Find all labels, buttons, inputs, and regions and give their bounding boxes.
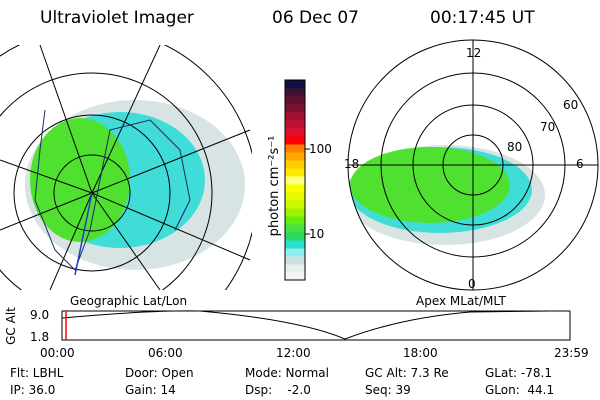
info-seq: Seq: 39 — [365, 383, 411, 397]
colorbar-segment — [285, 168, 305, 177]
colorbar-segment — [285, 104, 305, 113]
mlt-18: 18 — [344, 157, 360, 171]
info-filter: Flt: LBHL — [10, 366, 64, 380]
info-door: Door: Open — [125, 366, 194, 380]
mlt-0: 0 — [468, 277, 476, 291]
colorbar-segment — [285, 144, 305, 153]
colorbar-segment — [285, 200, 305, 209]
info-gain: Gain: 14 — [125, 383, 176, 397]
colorbar-segment — [285, 96, 305, 105]
time-tick-3: 18:00 — [403, 346, 438, 360]
colorbar-segment — [285, 136, 305, 145]
time-tick-1: 06:00 — [148, 346, 183, 360]
info-dsp: Dsp: -2.0 — [245, 383, 311, 397]
time-label: 00:17:45 UT — [430, 8, 535, 28]
colorbar-segment — [285, 152, 305, 161]
altitude-strip — [61, 310, 571, 341]
colorbar-tick-10: 10 — [309, 227, 325, 241]
info-mode: Mode: Normal — [245, 366, 329, 380]
time-tick-4: 23:59 — [554, 346, 589, 360]
colorbar-tick-100: 100 — [309, 142, 332, 156]
colorbar-segment — [285, 112, 305, 121]
info-glon: GLon: 44.1 — [485, 383, 555, 397]
colorbar-segment — [285, 224, 305, 233]
alt-tick-9: 9.0 — [30, 308, 50, 322]
colorbar-segment — [285, 120, 305, 129]
colorbar — [285, 80, 305, 281]
colorbar-segment — [285, 264, 305, 273]
colorbar-segment — [285, 240, 305, 249]
date-label: 06 Dec 07 — [272, 8, 359, 28]
colorbar-segment — [285, 176, 305, 185]
mlt-12: 12 — [466, 46, 482, 60]
alt-tick-1-8: 1.8 — [30, 330, 50, 344]
colorbar-segment — [285, 256, 305, 265]
colorbar-segment — [285, 184, 305, 193]
coastline — [34, 109, 191, 271]
colorbar-segment — [285, 232, 305, 241]
time-tick-0: 00:00 — [40, 346, 75, 360]
colorbar-segment — [285, 208, 305, 217]
apex-grid — [347, 39, 599, 291]
info-gc-alt: GC Alt: 7.3 Re — [365, 366, 449, 380]
colorbar-segment — [285, 192, 305, 201]
info-ip: IP: 36.0 — [10, 383, 56, 397]
colorbar-segment — [285, 80, 305, 89]
colorbar-unit: photon cm⁻²s⁻¹ — [267, 135, 282, 237]
mlat-70: 70 — [540, 120, 556, 134]
colorbar-segment — [285, 248, 305, 257]
mlat-60: 60 — [563, 98, 579, 112]
geographic-map — [0, 45, 252, 290]
instrument-title: Ultraviolet Imager — [40, 8, 194, 28]
left-map-label: Geographic Lat/Lon — [70, 294, 188, 308]
colorbar-segment — [285, 88, 305, 97]
apex-map — [348, 145, 545, 245]
info-glat: GLat: -78.1 — [485, 366, 552, 380]
right-map-label: Apex MLat/MLT — [416, 294, 506, 308]
alt-axis-label: GC Alt — [4, 307, 18, 345]
mlat-80: 80 — [507, 140, 523, 154]
mlt-6: 6 — [576, 157, 584, 171]
colorbar-segment — [285, 128, 305, 137]
time-tick-2: 12:00 — [276, 346, 311, 360]
colorbar-segment — [285, 160, 305, 169]
colorbar-segment — [285, 272, 305, 281]
colorbar-segment — [285, 216, 305, 225]
